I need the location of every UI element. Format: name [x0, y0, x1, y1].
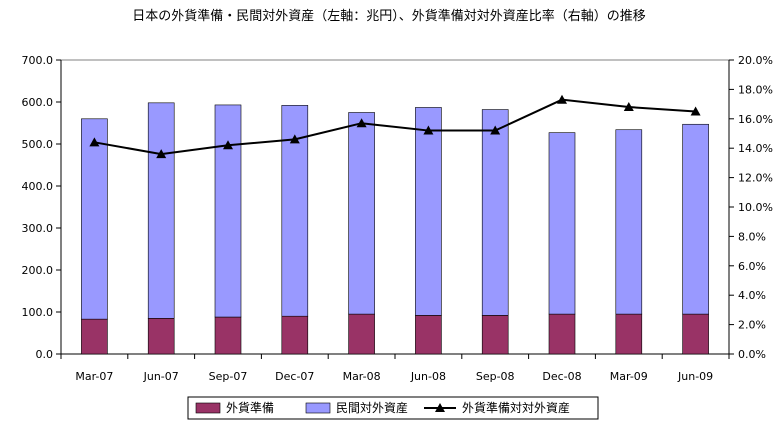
- left-axis-tick-label: 300.0: [22, 222, 54, 235]
- legend-label: 民間対外資産: [336, 400, 408, 415]
- left-axis-tick-label: 600.0: [22, 96, 54, 109]
- bar-reserves: [348, 313, 375, 355]
- bar-reserves: [214, 316, 242, 355]
- bar-private-assets: [415, 107, 442, 316]
- bar-private-assets: [548, 132, 576, 315]
- x-axis-tick-label: Mar-07: [75, 370, 113, 383]
- x-axis-tick-label: Mar-08: [343, 370, 381, 383]
- bar-reserves: [147, 317, 175, 355]
- right-axis-tick-label: 14.0%: [738, 142, 773, 155]
- right-axis-tick-label: 4.0%: [738, 289, 766, 302]
- right-axis-tick-label: 2.0%: [738, 319, 766, 332]
- ratio-point: [690, 106, 701, 116]
- bar-reserves: [415, 315, 442, 355]
- x-axis-tick-label: Dec-08: [542, 370, 581, 383]
- bar-reserves: [81, 318, 108, 355]
- ratio-point: [490, 125, 501, 135]
- bar-reserves: [481, 315, 509, 355]
- chart-title: 日本の外貨準備・民間対外資産（左軸：兆円）、外貨準備対対外資産比率（右軸）の推移: [132, 8, 646, 24]
- bar-reserves: [548, 313, 576, 355]
- ratio-point: [356, 118, 367, 128]
- legend-swatch: [305, 402, 331, 414]
- ratio-point: [289, 134, 300, 144]
- x-axis-tick-label: Sep-08: [476, 370, 515, 383]
- bar-private-assets: [682, 123, 709, 315]
- right-axis-tick-label: 12.0%: [738, 172, 773, 185]
- x-axis-tick-label: Jun-09: [677, 370, 713, 383]
- bar-private-assets: [81, 118, 108, 320]
- ratio-point: [156, 149, 167, 159]
- left-axis-tick-label: 400.0: [22, 180, 54, 193]
- legend-label: 外貨準備対対外資産: [462, 400, 570, 415]
- ratio-line: [94, 98, 696, 156]
- bar-private-assets: [147, 102, 175, 319]
- bar-private-assets: [214, 104, 242, 318]
- bar-private-assets: [348, 112, 375, 315]
- legend-label: 外貨準備: [226, 400, 274, 415]
- ratio-point: [557, 94, 567, 104]
- bar-private-assets: [615, 129, 643, 315]
- x-axis-tick-label: Mar-09: [610, 370, 648, 383]
- bar-private-assets: [481, 109, 509, 316]
- ratio-point: [623, 102, 634, 112]
- left-axis-tick-label: 500.0: [22, 138, 54, 151]
- right-axis-tick-label: 6.0%: [738, 260, 766, 273]
- ratio-point: [223, 140, 233, 150]
- left-axis-tick-label: 100.0: [22, 306, 54, 319]
- right-axis-tick-label: 16.0%: [738, 113, 773, 126]
- bar-reserves: [615, 313, 643, 355]
- right-axis-tick-label: 18.0%: [738, 83, 773, 96]
- left-axis-tick-label: 200.0: [22, 264, 54, 277]
- right-axis-tick-label: 0.0%: [738, 348, 766, 361]
- x-axis-tick-label: Jun-07: [143, 370, 179, 383]
- legend-swatch: [195, 402, 221, 414]
- right-axis-tick-label: 20.0%: [738, 54, 773, 67]
- left-axis-tick-label: 0.0: [36, 348, 54, 361]
- right-axis-tick-label: 10.0%: [738, 201, 773, 214]
- legend-box: [187, 396, 599, 420]
- ratio-point: [423, 125, 434, 135]
- bar-reserves: [281, 315, 309, 355]
- legend-marker: [435, 403, 445, 412]
- right-axis-tick-label: 8.0%: [738, 230, 766, 243]
- left-axis-tick-label: 700.0: [22, 54, 54, 67]
- plot-area: 0.0 100.0 200.0 300.0 400.0 500.0 600.0 700.0 0.…: [22, 54, 773, 383]
- ratio-point: [89, 137, 100, 147]
- legend: 外貨準備 民間対外資産 外貨準備対対外資産: [187, 396, 599, 420]
- bar-reserves: [682, 313, 709, 355]
- x-axis-tick-label: Jun-08: [410, 370, 446, 383]
- x-axis-tick-label: Sep-07: [209, 370, 248, 383]
- x-axis-tick-label: Dec-07: [275, 370, 314, 383]
